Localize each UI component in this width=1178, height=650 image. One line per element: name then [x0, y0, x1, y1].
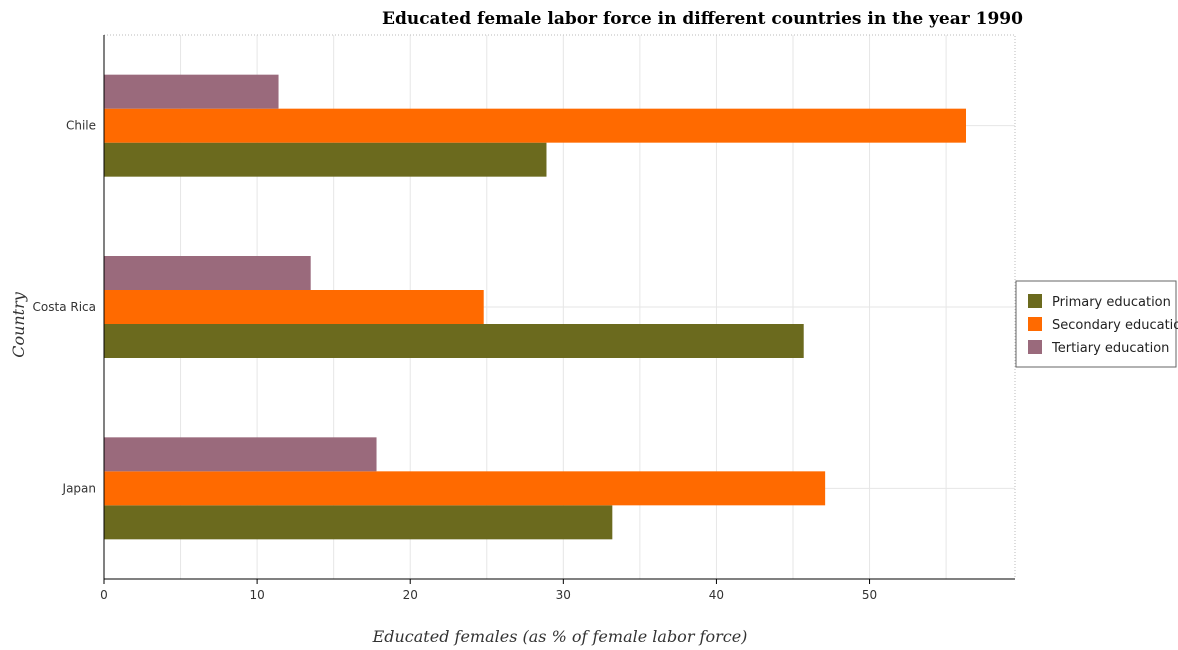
bar-chile-primary — [104, 142, 547, 177]
bar-costa-rica-tertiary — [104, 256, 311, 290]
y-tick-label: Chile — [66, 119, 96, 133]
x-tick-label: 0 — [100, 588, 108, 602]
y-tick-label: Costa Rica — [33, 300, 96, 314]
bars — [104, 74, 967, 540]
axes: Chile Costa Rica Japan 0 10 20 30 40 50 — [33, 34, 1016, 602]
bar-chile-secondary — [104, 108, 967, 143]
legend: Primary education Secondary education Tert… — [1015, 280, 1178, 368]
legend-label: Secondary education — [1052, 318, 1178, 333]
x-tick-label: 30 — [556, 588, 571, 602]
bar-japan-secondary — [104, 471, 826, 506]
legend-swatch — [1028, 340, 1042, 354]
legend-label: Primary education — [1052, 295, 1171, 310]
bar-costa-rica-primary — [104, 324, 804, 358]
plot-area: Chile Costa Rica Japan 0 10 20 30 40 50 — [33, 34, 1016, 602]
legend-label: Tertiary education — [1051, 341, 1169, 356]
bar-japan-tertiary — [104, 437, 377, 472]
x-tick-label: 40 — [709, 588, 724, 602]
x-tick-label: 20 — [403, 588, 418, 602]
bar-chile-tertiary — [104, 74, 279, 109]
legend-swatch — [1028, 317, 1042, 331]
x-tick-label: 10 — [249, 588, 264, 602]
y-axis-label: Country — [9, 291, 28, 358]
bar-japan-primary — [104, 505, 613, 540]
x-axis-label: Educated females (as % of female labor f… — [372, 627, 748, 646]
bar-costa-rica-secondary — [104, 290, 484, 324]
x-tick-label: 50 — [862, 588, 877, 602]
legend-box — [1015, 280, 1177, 368]
legend-swatch — [1028, 294, 1042, 308]
y-tick-label: Japan — [62, 481, 96, 495]
chart-title: Educated female labor force in different… — [382, 9, 1023, 29]
